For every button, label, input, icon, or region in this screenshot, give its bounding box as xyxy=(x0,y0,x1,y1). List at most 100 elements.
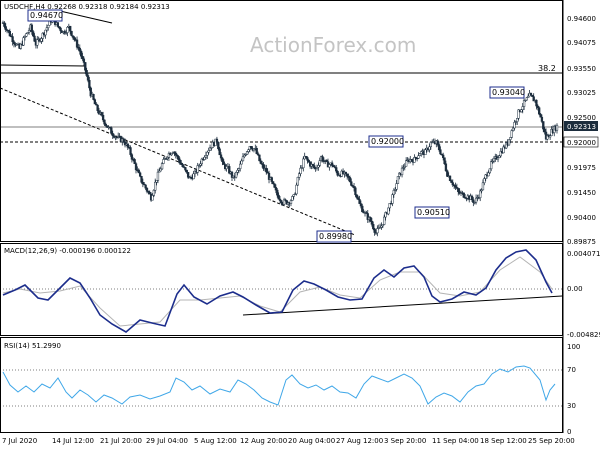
candle-body xyxy=(405,160,408,167)
falling-trendline xyxy=(0,87,356,236)
candle-body xyxy=(130,154,134,160)
candle-body xyxy=(95,103,98,106)
candle-body xyxy=(490,161,493,170)
candle-body xyxy=(295,184,298,195)
candle-body xyxy=(400,167,404,176)
candle-body xyxy=(96,104,99,111)
candle-body xyxy=(366,213,369,220)
candle-body xyxy=(291,196,294,201)
candle-body xyxy=(516,118,519,122)
candle-body xyxy=(378,227,382,229)
candle-body xyxy=(250,146,253,149)
candle-body xyxy=(357,197,360,200)
candle-body xyxy=(174,152,177,156)
candle-body xyxy=(70,30,73,36)
candle-body xyxy=(123,141,127,146)
candle-body xyxy=(221,157,224,163)
candle-body xyxy=(243,154,246,158)
level-label-0.93040: 0.93040 xyxy=(489,86,525,99)
candle-body xyxy=(387,207,390,215)
date-tick: 20 Aug 04:00 xyxy=(288,437,335,445)
candle-body xyxy=(196,165,199,173)
candle-body xyxy=(167,153,171,158)
candle-body xyxy=(11,36,14,43)
candle-body xyxy=(129,147,132,155)
candle-body xyxy=(40,38,43,42)
candle-body xyxy=(265,167,268,173)
candle-body xyxy=(101,114,105,121)
candle-body xyxy=(429,142,432,148)
candle-body xyxy=(454,185,457,188)
candle-body xyxy=(25,33,28,37)
candle-body xyxy=(543,128,546,133)
candle-body xyxy=(259,160,262,164)
candle-body xyxy=(522,99,526,107)
candle-body xyxy=(302,158,305,169)
current-price-text: 0.92313 xyxy=(567,123,596,131)
candle-body xyxy=(347,176,350,178)
support-price-badge xyxy=(563,136,599,148)
candle-body xyxy=(499,151,502,157)
candle-body xyxy=(111,133,114,136)
candle-body xyxy=(351,185,354,187)
candle-body xyxy=(140,176,143,183)
candle-body xyxy=(133,159,136,164)
candle-body xyxy=(7,30,10,32)
candle-body xyxy=(536,105,539,108)
price-tick: 0.93025 xyxy=(567,89,596,97)
candle-body xyxy=(372,224,375,230)
candle-body xyxy=(424,149,427,155)
candle-body xyxy=(396,176,400,184)
candle-body xyxy=(69,25,72,32)
candle-body xyxy=(402,167,405,169)
candle-body xyxy=(336,170,339,176)
level-label-text: 0.90510 xyxy=(417,208,450,217)
candle-body xyxy=(86,75,90,81)
candle-body xyxy=(384,212,387,218)
date-axis: 7 Jul 2020 14 Jul 12:00 21 Jul 20:00 29 … xyxy=(2,437,575,445)
candle-body xyxy=(215,138,219,143)
candle-body xyxy=(152,189,155,196)
candle-body xyxy=(403,166,406,168)
macd-title: MACD(12,26,9) -0.000196 0.000122 xyxy=(4,247,131,255)
candle-body xyxy=(480,189,483,192)
candle-body xyxy=(274,187,278,191)
candle-body xyxy=(491,160,494,163)
candle-body xyxy=(293,193,297,195)
candle-body xyxy=(546,135,549,140)
candle-body xyxy=(395,183,398,190)
candle-body xyxy=(160,163,164,170)
candle-body xyxy=(306,157,309,161)
level-label-text: 0.89980 xyxy=(319,232,352,241)
candle-body xyxy=(208,147,212,151)
candle-body xyxy=(527,95,530,98)
candle-body xyxy=(502,146,505,154)
candles xyxy=(1,13,559,237)
candle-body xyxy=(313,165,316,169)
candle-body xyxy=(145,187,149,192)
price-tick: 0.94075 xyxy=(567,39,596,47)
candle-body xyxy=(311,164,315,166)
candle-body xyxy=(82,58,86,63)
candle-body xyxy=(63,31,66,34)
candle-body xyxy=(436,140,439,145)
candle-body xyxy=(158,170,161,173)
candle-body xyxy=(391,194,394,204)
candle-body xyxy=(162,159,165,164)
candle-body xyxy=(228,166,231,174)
price-tick: 0.92500 xyxy=(567,114,596,122)
candle-body xyxy=(41,32,44,39)
candle-body xyxy=(524,99,527,102)
candle-body xyxy=(376,228,379,234)
candle-body xyxy=(448,175,452,181)
candle-body xyxy=(444,163,448,172)
candle-body xyxy=(100,112,103,116)
candle-body xyxy=(3,22,6,27)
candle-body xyxy=(155,180,158,183)
candle-body xyxy=(352,186,356,189)
candle-body xyxy=(141,182,145,185)
candle-body xyxy=(446,170,449,177)
candle-body xyxy=(370,220,374,225)
candle-body xyxy=(531,94,534,97)
candle-body xyxy=(262,164,265,169)
